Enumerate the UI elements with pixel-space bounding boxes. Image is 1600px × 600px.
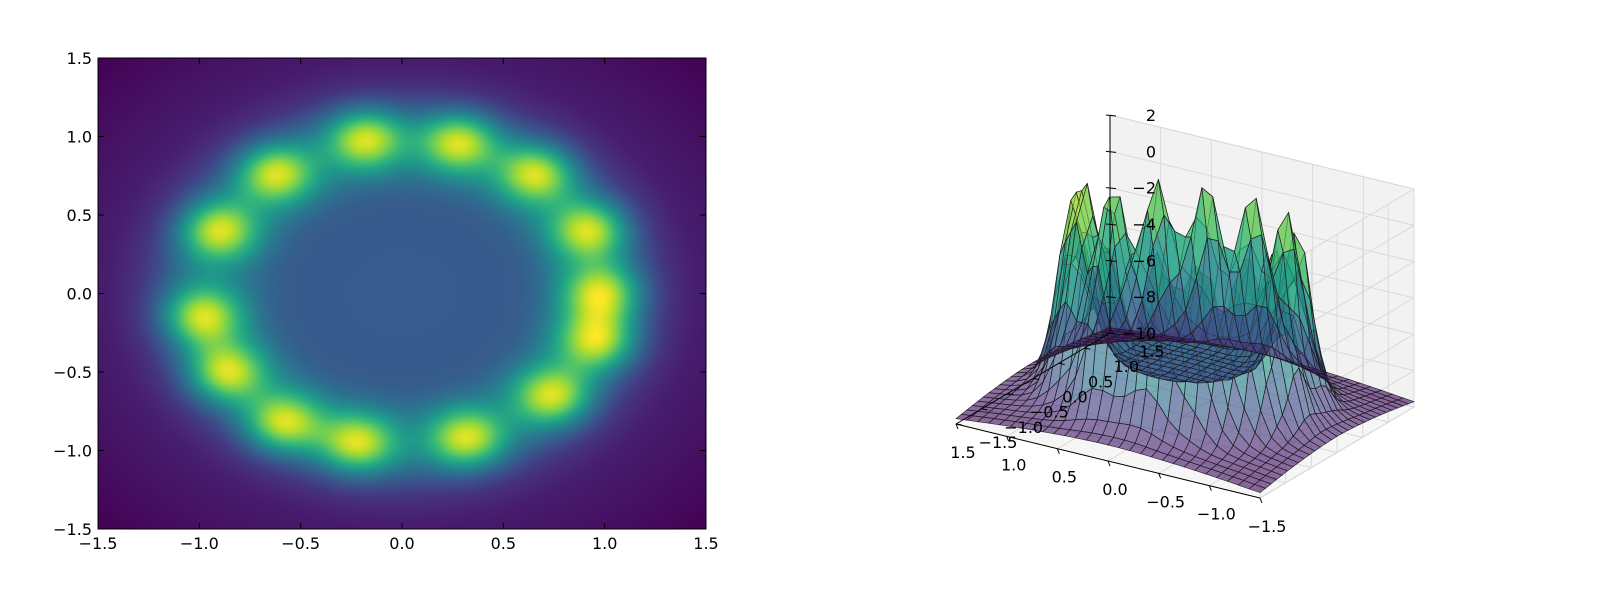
x-axis-tick bbox=[1259, 497, 1263, 504]
z-axis-tick bbox=[1105, 296, 1117, 299]
surface-mesh bbox=[955, 179, 1416, 493]
heatmap-x-axis: −1.5 −1.0 −0.5 0.0 0.5 1.0 1.5 bbox=[79, 58, 719, 553]
heatmap-x-tick-label: −1.5 bbox=[79, 534, 118, 553]
x-axis-tick-label: 1.0 bbox=[1001, 455, 1026, 474]
y-axis-tick-label: −1.0 bbox=[1004, 418, 1043, 437]
x-axis-tick bbox=[1006, 436, 1010, 442]
y-axis-tick bbox=[1007, 393, 1014, 396]
z-axis-tick bbox=[1105, 114, 1117, 117]
z-axis-tick bbox=[1105, 223, 1117, 226]
heatmap-x-tick-label: −0.5 bbox=[281, 534, 320, 553]
x-axis-tick-label: 0.0 bbox=[1102, 480, 1127, 499]
heatmap-y-tick-label: 1.5 bbox=[67, 49, 92, 68]
z-axis-tick bbox=[1105, 332, 1117, 335]
z-axis-tick-label: 2 bbox=[1146, 106, 1156, 125]
x-axis-tick bbox=[1056, 448, 1060, 454]
z-axis-tick bbox=[1105, 259, 1117, 262]
grid-line bbox=[1109, 114, 1415, 190]
heatmap-y-tick-label: 1.0 bbox=[67, 128, 92, 147]
heatmap-plot: −1.5 −1.0 −0.5 0.0 0.5 1.0 1.5 −1.5 −1.0 −0.5 0.0… bbox=[53, 49, 719, 553]
x-axis-tick-label: 0.5 bbox=[1052, 468, 1077, 487]
y-axis-tick bbox=[981, 408, 988, 411]
grid-line bbox=[1259, 406, 1415, 499]
y-axis-tick-label: −1.5 bbox=[979, 433, 1018, 452]
x-axis-tick bbox=[1158, 473, 1162, 479]
surface-y-axis: −1.5−1.0−0.50.00.51.01.5 bbox=[955, 332, 1165, 452]
y-axis-tick-label: 1.5 bbox=[1139, 342, 1164, 361]
x-axis-tick-label: −0.5 bbox=[1146, 492, 1185, 511]
heatmap-x-tick-label: 0.5 bbox=[491, 534, 516, 553]
y-axis-tick bbox=[1058, 362, 1065, 365]
heatmap-y-tick-label: 0.0 bbox=[67, 285, 92, 304]
heatmap-x-tick-label: 0.0 bbox=[389, 534, 414, 553]
z-axis-tick bbox=[1105, 150, 1117, 153]
y-axis-tick-label: 0.0 bbox=[1062, 388, 1087, 407]
x-axis-tick bbox=[1208, 485, 1212, 491]
heatmap-x-tick-label: 1.0 bbox=[592, 534, 617, 553]
heatmap-y-tick-label: −0.5 bbox=[53, 363, 92, 382]
z-axis-tick-label: −10 bbox=[1122, 324, 1156, 343]
heatmap-y-tick-label: 0.5 bbox=[67, 206, 92, 225]
heatmap-y-tick-label: −1.5 bbox=[53, 520, 92, 539]
z-axis-tick-label: −6 bbox=[1132, 251, 1156, 270]
x-axis-tick-label: 1.5 bbox=[950, 443, 975, 462]
z-axis-tick-label: 0 bbox=[1146, 142, 1156, 161]
surface-face bbox=[1396, 397, 1416, 405]
z-axis-tick-label: −2 bbox=[1132, 179, 1156, 198]
heatmap-image bbox=[98, 58, 706, 529]
heatmap-x-tick-label: 1.5 bbox=[693, 534, 718, 553]
x-axis-tick bbox=[955, 423, 959, 430]
y-axis-tick-label: 1.0 bbox=[1114, 357, 1139, 376]
x-axis-tick-label: −1.0 bbox=[1197, 505, 1236, 524]
y-axis-tick-label: −0.5 bbox=[1030, 403, 1069, 422]
z-axis-tick bbox=[1105, 187, 1117, 190]
heatmap-y-axis: −1.5 −1.0 −0.5 0.0 0.5 1.0 1.5 bbox=[53, 49, 706, 539]
surface-plot: −1.5−1.0−0.50.00.51.01.5 −1.5−1.0−0.50.0… bbox=[950, 106, 1416, 536]
grid-line bbox=[1109, 150, 1415, 226]
surface-x-axis: −1.5 −1.0 −0.5 0.0 0.5 1.0 1.5 bbox=[950, 423, 1287, 536]
z-axis-tick-label: −8 bbox=[1132, 288, 1156, 307]
heatmap-y-tick-label: −1.0 bbox=[53, 442, 92, 461]
y-axis-tick bbox=[955, 423, 963, 426]
y-axis-tick bbox=[1084, 347, 1091, 350]
surface-z-axis: −10 −8 −6 −4 −2 0 2 bbox=[1105, 106, 1156, 343]
z-axis-tick-label: −4 bbox=[1132, 215, 1156, 234]
y-axis-tick bbox=[1032, 378, 1040, 380]
heatmap-x-tick-label: −1.0 bbox=[180, 534, 219, 553]
x-axis-tick-label: −1.5 bbox=[1248, 517, 1287, 536]
y-axis-tick-label: 0.5 bbox=[1088, 372, 1113, 391]
x-axis-tick bbox=[1107, 460, 1111, 467]
